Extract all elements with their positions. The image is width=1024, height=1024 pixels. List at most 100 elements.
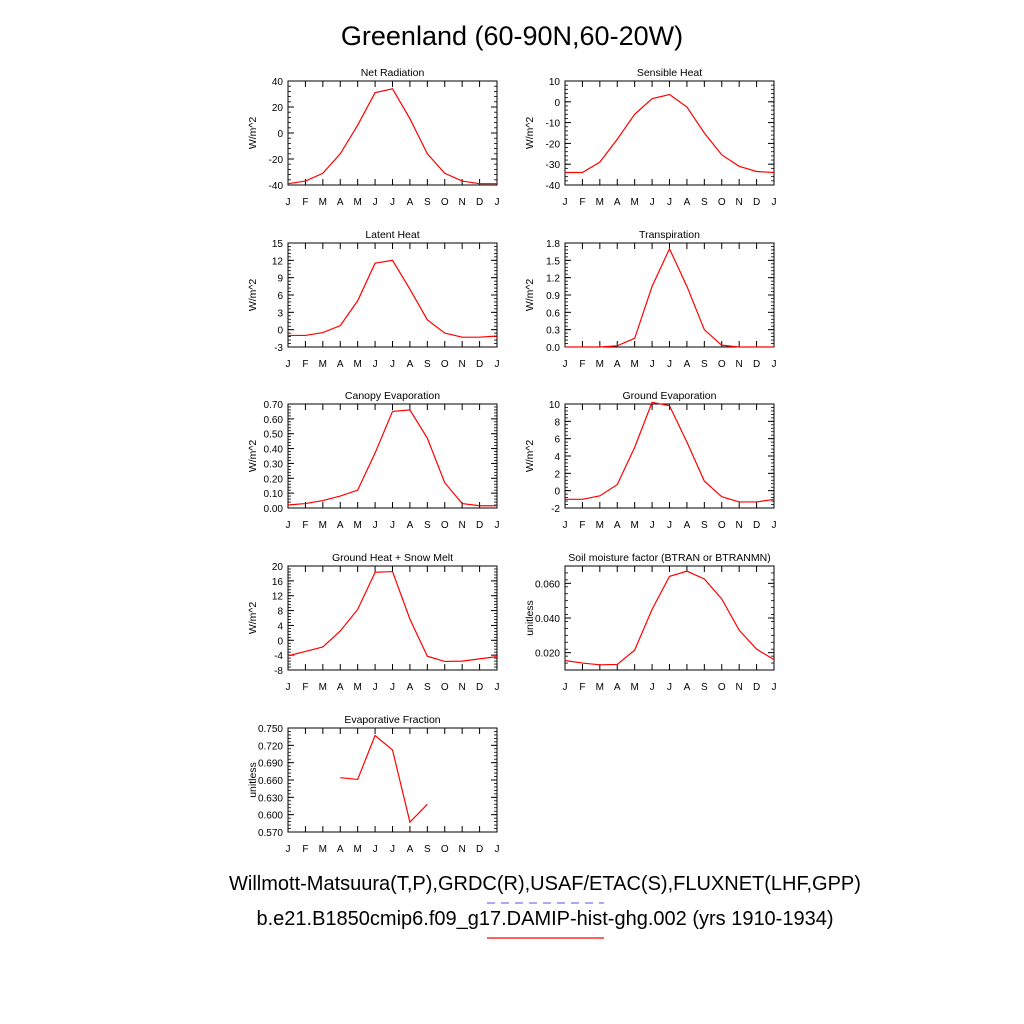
x-tick-label: O: [441, 359, 449, 370]
x-tick-label: J: [390, 197, 395, 208]
x-tick-label: J: [667, 359, 672, 370]
y-tick-label: 0: [554, 487, 560, 498]
x-tick-label: J: [286, 844, 291, 855]
y-tick-label: 16: [272, 577, 284, 588]
x-tick-label: J: [373, 359, 378, 370]
x-tick-label: M: [630, 197, 638, 208]
x-tick-label: A: [337, 359, 344, 370]
x-tick-label: J: [390, 844, 395, 855]
y-tick-label: 1.8: [546, 239, 560, 250]
y-tick-label: 0: [277, 129, 283, 140]
x-tick-label: D: [476, 359, 483, 370]
panel-title: Canopy Evaporation: [345, 390, 440, 402]
x-tick-label: M: [596, 359, 604, 370]
x-tick-label: J: [563, 520, 568, 531]
x-tick-label: N: [459, 197, 466, 208]
series-line: [565, 247, 774, 348]
x-tick-label: N: [459, 359, 466, 370]
y-tick-label: 40: [272, 77, 284, 88]
x-tick-label: S: [701, 520, 708, 531]
y-tick-label: 0.570: [258, 828, 283, 839]
y-tick-label: 0.6: [546, 308, 560, 319]
x-tick-label: M: [353, 197, 361, 208]
y-axis-label: W/m^2: [247, 279, 259, 312]
y-tick-label: 20: [272, 103, 284, 114]
x-tick-label: A: [337, 520, 344, 531]
x-tick-label: J: [495, 682, 500, 693]
y-tick-label: 12: [272, 256, 284, 267]
y-tick-label: 12: [272, 592, 284, 603]
x-tick-label: M: [353, 682, 361, 693]
legend-obs-label: Willmott-Matsuura(T,P),GRDC(R),USAF/ETAC…: [229, 873, 861, 895]
x-tick-label: A: [337, 844, 344, 855]
x-tick-label: O: [441, 197, 449, 208]
y-axis-label: unitless: [524, 600, 536, 636]
series-line: [340, 734, 428, 824]
y-tick-label: 10: [549, 77, 561, 88]
series-line: [564, 570, 775, 666]
y-tick-label: 20: [272, 562, 284, 573]
x-tick-label: J: [495, 520, 500, 531]
y-axis-label: unitless: [247, 762, 259, 798]
x-tick-label: A: [407, 682, 414, 693]
x-tick-label: F: [302, 359, 308, 370]
x-tick-label: J: [772, 359, 777, 370]
y-tick-label: 2: [554, 469, 560, 480]
y-tick-label: -30: [546, 160, 561, 171]
x-tick-label: D: [476, 682, 483, 693]
x-tick-label: J: [495, 359, 500, 370]
x-tick-label: J: [650, 197, 655, 208]
panel-title: Net Radiation: [361, 67, 425, 79]
plot-frame: [287, 727, 498, 833]
plot-frame: [564, 403, 775, 509]
x-tick-label: N: [736, 197, 743, 208]
x-tick-label: O: [441, 844, 449, 855]
x-tick-label: N: [459, 844, 466, 855]
y-axis-label: W/m^2: [524, 117, 536, 150]
x-tick-label: J: [286, 682, 291, 693]
y-tick-label: 0.060: [535, 579, 560, 590]
x-tick-label: A: [337, 197, 344, 208]
y-tick-label: -40: [269, 181, 284, 192]
y-tick-label: -20: [546, 139, 561, 150]
x-tick-label: J: [373, 197, 378, 208]
x-tick-label: F: [579, 359, 585, 370]
panel-title: Ground Heat + Snow Melt: [332, 552, 453, 564]
x-tick-label: N: [736, 520, 743, 531]
x-tick-label: N: [459, 520, 466, 531]
y-tick-label: 0.50: [264, 430, 284, 441]
x-tick-label: D: [476, 197, 483, 208]
x-tick-label: D: [476, 520, 483, 531]
y-axis-label: W/m^2: [524, 279, 536, 312]
x-tick-label: M: [319, 520, 327, 531]
y-tick-label: 0.020: [535, 649, 560, 660]
y-tick-label: 6: [554, 435, 560, 446]
plot-frame: [564, 565, 775, 671]
y-tick-label: -10: [546, 119, 561, 130]
y-tick-label: 0.30: [264, 459, 284, 470]
plot-frame: [287, 403, 498, 509]
y-tick-label: 0.60: [264, 415, 284, 426]
panel-title: Ground Evaporation: [623, 390, 717, 402]
x-tick-label: N: [736, 682, 743, 693]
plot-frame: [287, 242, 498, 348]
x-tick-label: F: [302, 197, 308, 208]
y-tick-label: -3: [274, 343, 283, 354]
y-tick-label: 0.70: [264, 400, 284, 411]
x-tick-label: F: [579, 520, 585, 531]
y-tick-label: 9: [277, 274, 283, 285]
y-tick-label: 0.630: [258, 793, 283, 804]
y-tick-label: 0.10: [264, 489, 284, 500]
y-tick-label: 6: [277, 291, 283, 302]
x-tick-label: M: [353, 359, 361, 370]
series-line: [565, 401, 775, 503]
series-line: [287, 570, 498, 663]
y-tick-label: 0.690: [258, 759, 283, 770]
y-tick-label: -2: [551, 504, 560, 515]
x-tick-label: S: [424, 844, 431, 855]
y-tick-label: -4: [274, 651, 283, 662]
